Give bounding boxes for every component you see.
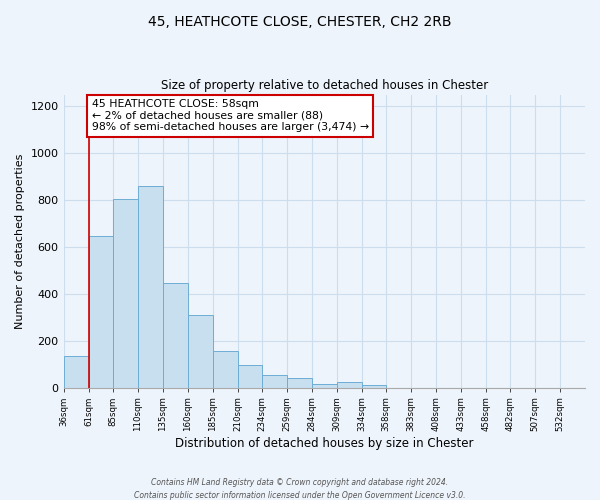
Bar xyxy=(337,382,362,388)
Bar xyxy=(238,365,262,388)
Bar xyxy=(188,316,212,388)
Bar xyxy=(89,236,113,388)
Bar xyxy=(362,386,386,388)
Bar xyxy=(64,356,89,388)
Text: 45 HEATHCOTE CLOSE: 58sqm
← 2% of detached houses are smaller (88)
98% of semi-d: 45 HEATHCOTE CLOSE: 58sqm ← 2% of detach… xyxy=(92,99,368,132)
Title: Size of property relative to detached houses in Chester: Size of property relative to detached ho… xyxy=(161,79,488,92)
Bar xyxy=(262,376,287,388)
Bar xyxy=(287,378,312,388)
Bar xyxy=(163,283,188,388)
X-axis label: Distribution of detached houses by size in Chester: Distribution of detached houses by size … xyxy=(175,437,473,450)
Bar xyxy=(312,384,337,388)
Bar xyxy=(113,199,137,388)
Text: Contains HM Land Registry data © Crown copyright and database right 2024.
Contai: Contains HM Land Registry data © Crown c… xyxy=(134,478,466,500)
Y-axis label: Number of detached properties: Number of detached properties xyxy=(15,154,25,328)
Bar xyxy=(212,350,238,388)
Bar xyxy=(137,186,163,388)
Text: 45, HEATHCOTE CLOSE, CHESTER, CH2 2RB: 45, HEATHCOTE CLOSE, CHESTER, CH2 2RB xyxy=(148,15,452,29)
